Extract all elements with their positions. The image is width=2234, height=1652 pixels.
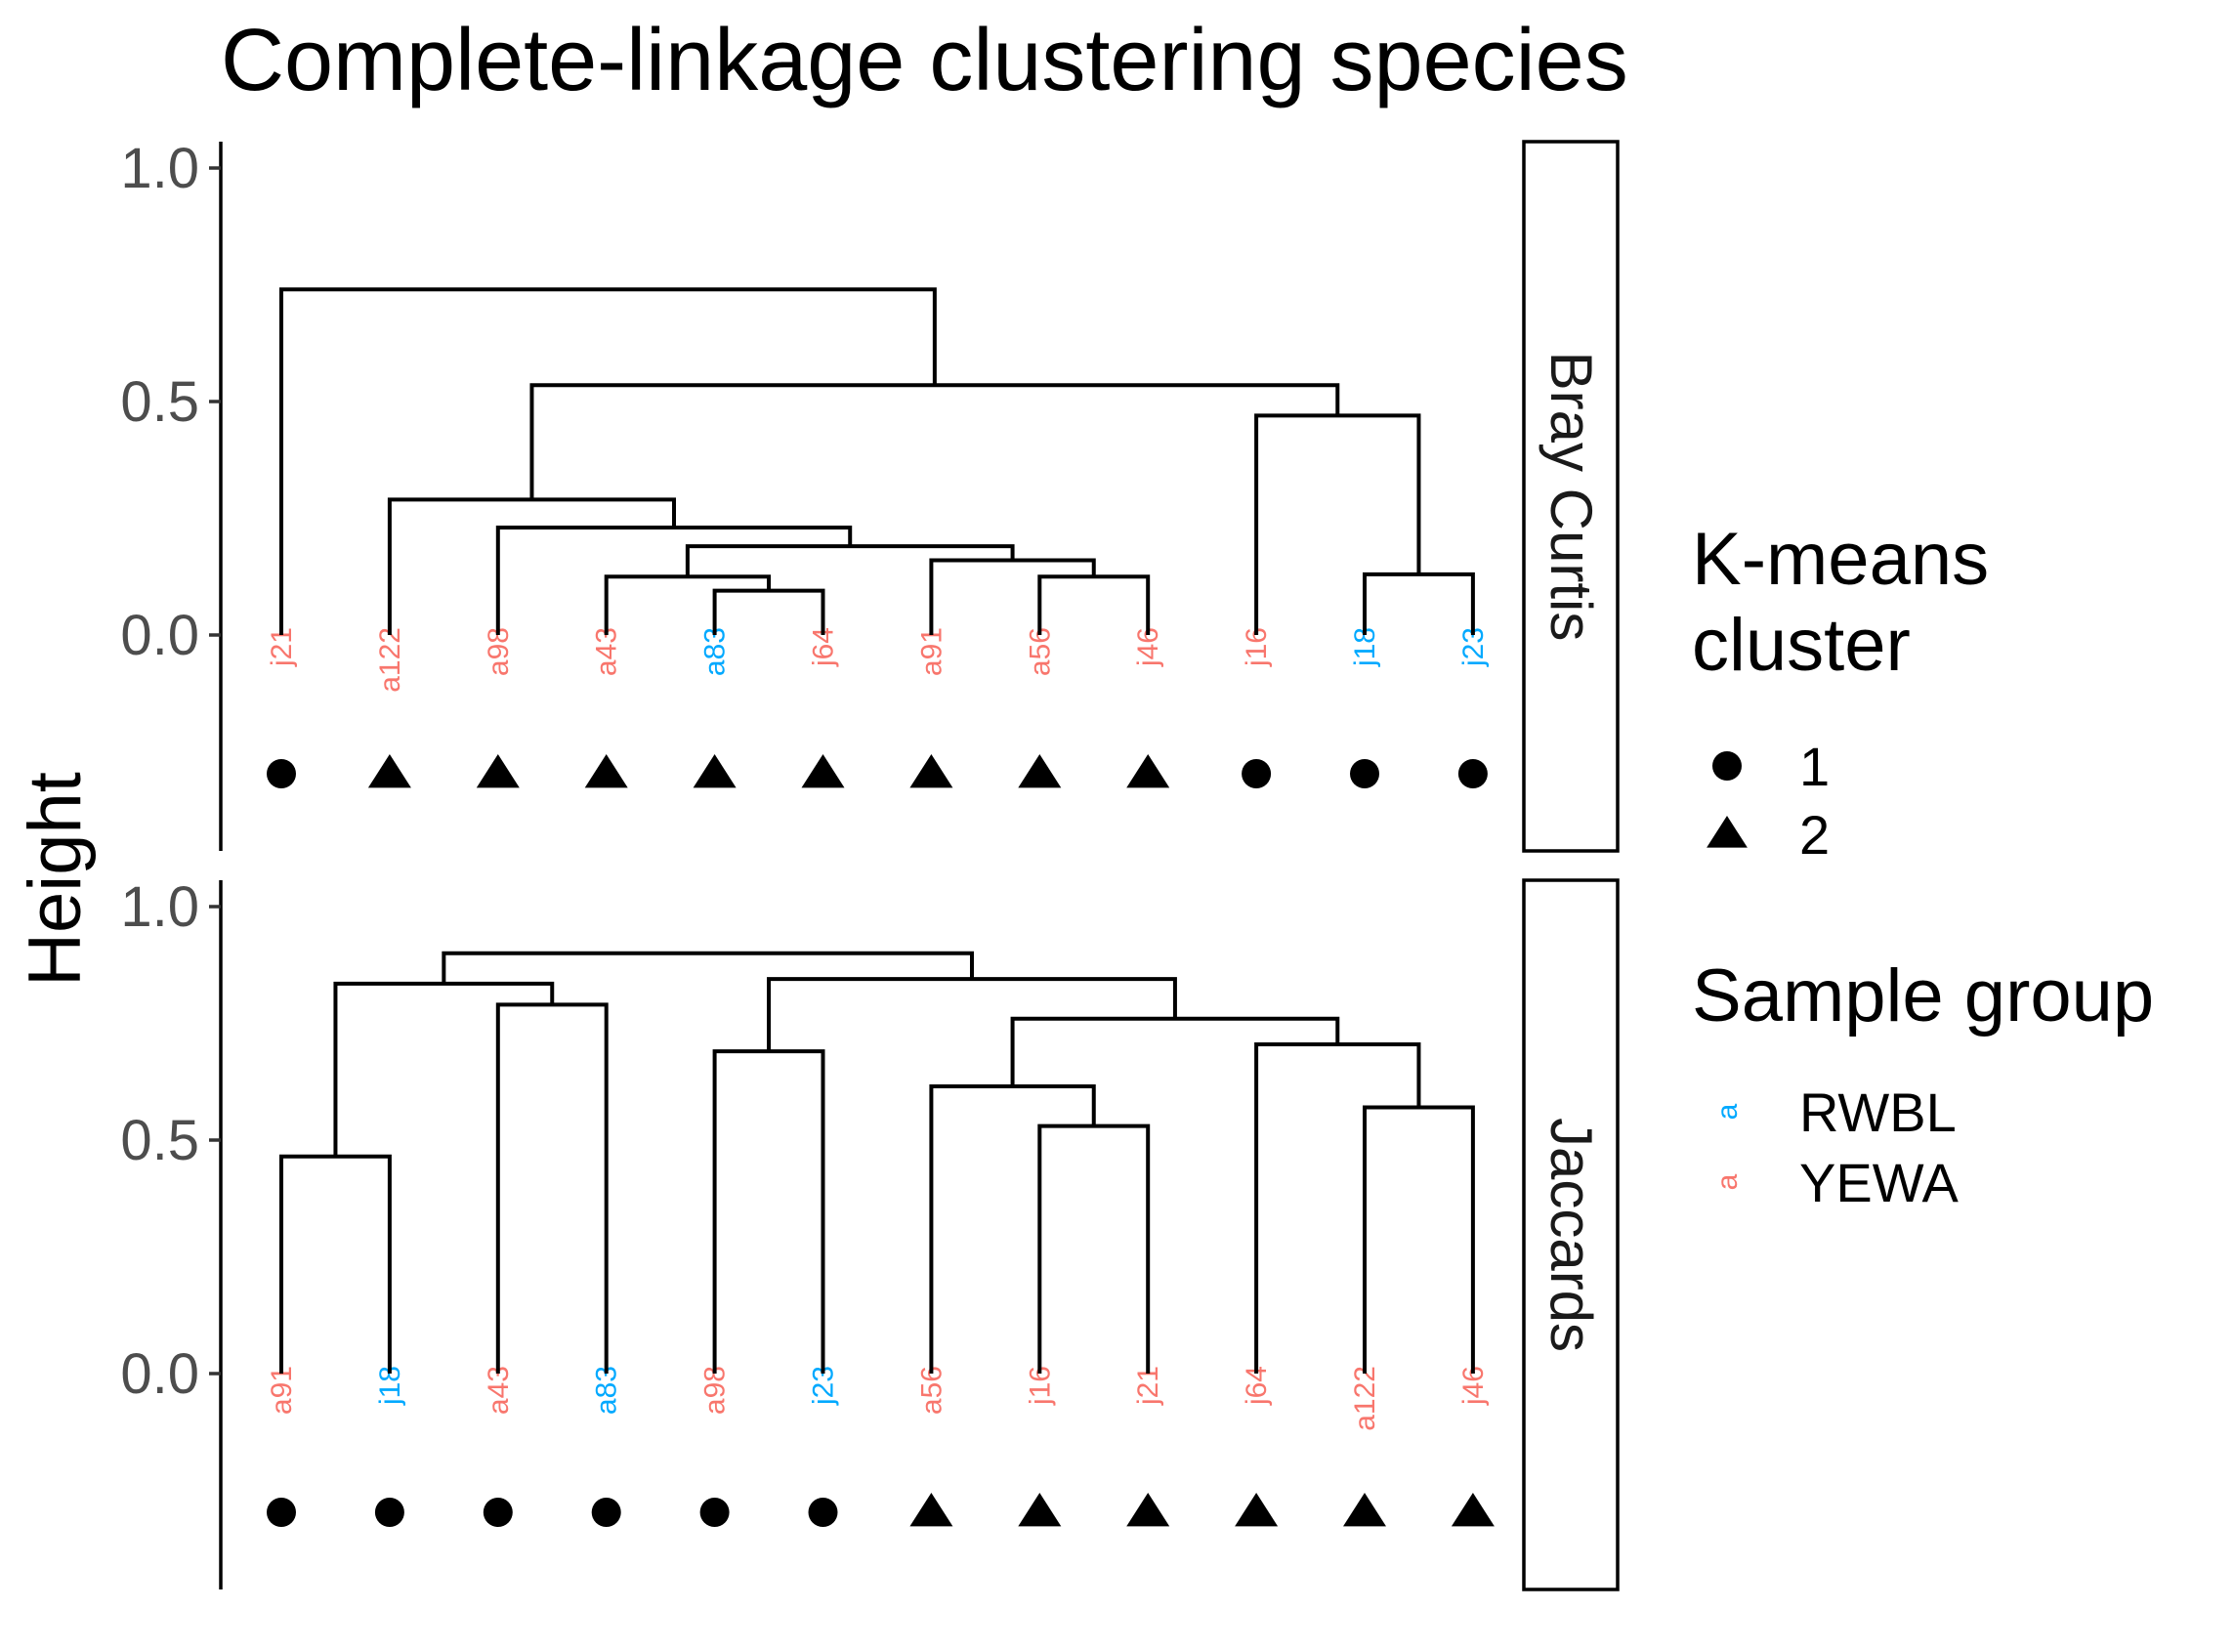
leaf-label: a43 <box>591 627 623 676</box>
y-tick-label: 0.5 <box>120 1109 199 1172</box>
dendrogram-branch <box>279 287 937 635</box>
dendrogram-branch <box>1037 1123 1151 1374</box>
facet-strip-label: Bray Curtis <box>1539 352 1604 642</box>
y-tick-label: 1.0 <box>120 875 199 939</box>
leaf-label: a56 <box>915 1366 948 1415</box>
cluster-1-marker <box>374 1498 404 1527</box>
dendrogram-branch <box>333 981 555 1157</box>
cluster-2-marker <box>584 754 628 788</box>
leaf-label: a98 <box>483 627 515 676</box>
cluster-2-marker <box>1343 1493 1386 1527</box>
leaf-label: a122 <box>374 627 406 693</box>
cluster-2-marker <box>1018 1493 1062 1527</box>
dendrogram-branch <box>1010 1016 1340 1087</box>
dendrogram-branch <box>1254 1042 1421 1374</box>
y-tick-label: 0.0 <box>120 604 199 667</box>
dendrogram-branch <box>442 951 974 984</box>
cluster-2-marker <box>1126 1493 1170 1527</box>
dendrogram-branch <box>1363 1105 1475 1374</box>
dendrogram-branch <box>529 383 1340 500</box>
facet-strip <box>1522 140 1620 853</box>
cluster-1-marker <box>267 759 296 788</box>
legend-color-label: RWBL <box>1799 1081 1957 1143</box>
legend-shape-label: 2 <box>1799 804 1830 866</box>
chart-title: Complete-linkage clustering species <box>221 12 1628 109</box>
dendrogram-branch <box>929 1084 1096 1374</box>
cluster-2-marker <box>476 754 520 788</box>
cluster-1-marker <box>267 1498 296 1527</box>
cluster-2-marker <box>1018 754 1062 788</box>
leaf-label: a122 <box>1349 1366 1381 1431</box>
leaf-label: a83 <box>591 1366 623 1415</box>
cluster-1-marker <box>808 1498 838 1527</box>
leaf-label: a91 <box>915 627 948 676</box>
dendrogram-branch <box>1254 413 1421 635</box>
dendrogram-branch <box>1037 574 1151 635</box>
facet-strip <box>1522 878 1620 1591</box>
cluster-2-marker <box>1235 1493 1279 1527</box>
leaf-label: a98 <box>699 1366 732 1415</box>
y-tick-label: 1.0 <box>120 137 199 200</box>
legend-triangle-marker <box>1707 816 1748 848</box>
cluster-2-marker <box>1126 754 1170 788</box>
legend-circle-marker <box>1712 751 1742 781</box>
dendrogram-branch <box>767 977 1177 1052</box>
cluster-2-marker <box>909 754 953 788</box>
leaf-label: a91 <box>266 1366 298 1415</box>
dendrogram-branch <box>1363 572 1475 635</box>
cluster-1-marker <box>1457 759 1488 788</box>
cluster-2-marker <box>1451 1493 1495 1527</box>
cluster-2-marker <box>693 754 737 788</box>
facet-strip-label: Jaccards <box>1539 1118 1604 1352</box>
legend-color-label: YEWA <box>1799 1152 1959 1213</box>
cluster-2-marker <box>801 754 845 788</box>
legend-title-shape: cluster <box>1692 604 1911 687</box>
dendrogram-branch <box>604 574 772 635</box>
legend-title-shape: K-means <box>1692 518 1989 601</box>
legend-color-glyph: a <box>1711 1103 1744 1120</box>
dendrogram-branch <box>387 497 677 635</box>
legend-shape-label: 1 <box>1799 736 1830 797</box>
dendrogram-branch <box>495 1002 609 1374</box>
cluster-1-marker <box>483 1498 513 1527</box>
y-tick-label: 0.5 <box>120 370 199 434</box>
dendrogram-branch <box>712 1049 825 1374</box>
dendrogram-branch <box>279 1154 392 1374</box>
cluster-1-marker <box>591 1498 621 1527</box>
leaf-label: a56 <box>1024 627 1056 676</box>
leaf-label: a83 <box>699 627 732 676</box>
y-axis-label: Height <box>14 772 97 987</box>
cluster-2-marker <box>909 1493 953 1527</box>
y-tick-label: 0.0 <box>120 1342 199 1406</box>
legend-color-glyph: a <box>1711 1173 1744 1190</box>
dendrogram-branch <box>495 526 853 635</box>
cluster-1-marker <box>1350 759 1379 788</box>
cluster-1-marker <box>699 1498 730 1527</box>
dendrogram-branch <box>929 558 1096 635</box>
cluster-1-marker <box>1242 759 1272 788</box>
cluster-2-marker <box>367 754 411 788</box>
legend-title-color: Sample group <box>1692 954 2154 1038</box>
leaf-label: a43 <box>483 1366 515 1415</box>
